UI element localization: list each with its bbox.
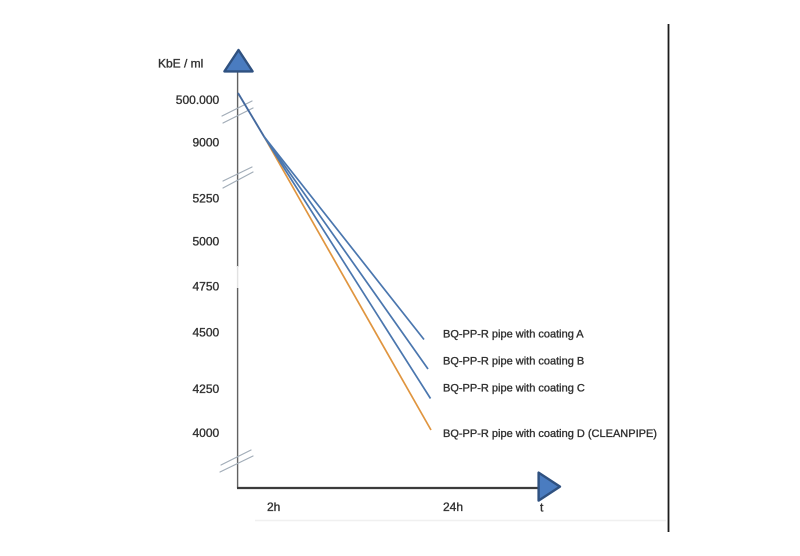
svg-text:5250: 5250 xyxy=(192,191,219,205)
svg-text:BQ-PP-R pipe with coating A: BQ-PP-R pipe with coating A xyxy=(443,328,584,340)
svg-text:BQ-PP-R pipe with coating B: BQ-PP-R pipe with coating B xyxy=(443,355,584,367)
svg-text:BQ-PP-R pipe with coating D (C: BQ-PP-R pipe with coating D (CLEANPIPE) xyxy=(443,428,657,440)
svg-text:4250: 4250 xyxy=(192,382,219,396)
svg-text:4500: 4500 xyxy=(192,325,219,339)
svg-text:4750: 4750 xyxy=(192,279,219,293)
svg-text:9000: 9000 xyxy=(192,135,219,149)
svg-text:t: t xyxy=(540,501,544,515)
svg-text:KbE / ml: KbE / ml xyxy=(158,57,203,71)
svg-text:4000: 4000 xyxy=(192,426,219,440)
svg-text:BQ-PP-R pipe with coating C: BQ-PP-R pipe with coating C xyxy=(443,382,585,394)
svg-text:2h: 2h xyxy=(267,500,280,514)
svg-text:24h: 24h xyxy=(443,500,463,514)
svg-text:5000: 5000 xyxy=(192,234,219,248)
svg-text:500.000: 500.000 xyxy=(176,93,220,107)
